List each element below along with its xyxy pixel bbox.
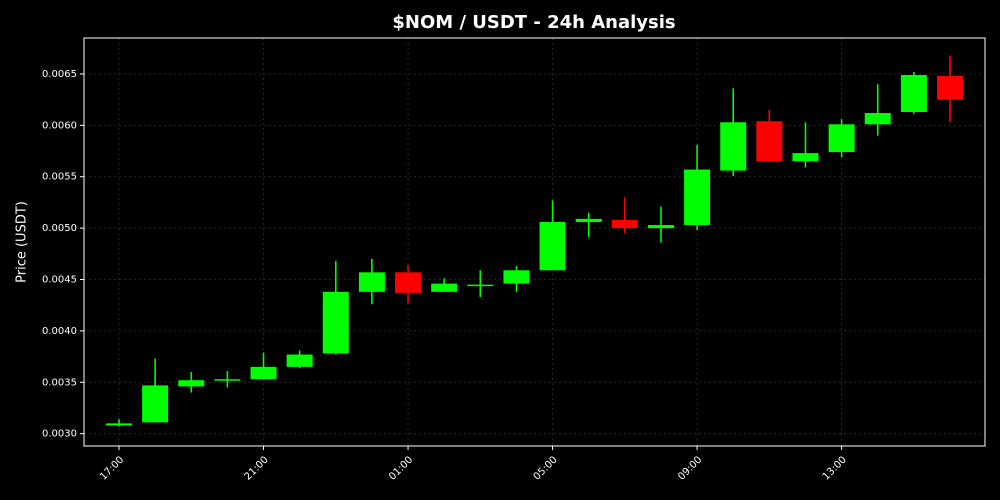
candle-body (322, 291, 349, 354)
y-tick-label: 0.0065 (42, 69, 77, 80)
candle-body (575, 218, 602, 222)
y-tick-label: 0.0060 (42, 120, 77, 131)
candle-body (828, 124, 855, 153)
candle-body (864, 113, 891, 125)
candle-body (937, 76, 963, 100)
y-tick-label: 0.0050 (42, 223, 77, 234)
candle-body (900, 74, 927, 112)
chart-title: $NOM / USDT - 24h Analysis (392, 12, 675, 33)
candle-body (286, 354, 313, 367)
candle-body (178, 380, 205, 387)
candle-body (792, 153, 819, 162)
y-axis-label: Price (USDT) (15, 201, 30, 283)
y-tick-label: 0.0040 (42, 326, 77, 337)
y-tick-label: 0.0030 (42, 429, 77, 440)
candle-body (431, 283, 458, 292)
y-tick-label: 0.0055 (42, 172, 77, 183)
candle-body (503, 270, 530, 284)
candle-body (214, 379, 241, 381)
candle-body (720, 122, 747, 171)
candle-body (467, 284, 494, 287)
candle-body (684, 169, 711, 226)
y-tick-label: 0.0045 (42, 275, 77, 286)
candle-body (142, 385, 169, 423)
plot-frame (83, 37, 986, 447)
candle-body (539, 221, 566, 271)
candle-body (756, 121, 783, 162)
candle-body (358, 272, 385, 292)
candle-body (106, 423, 132, 426)
candle-body (250, 366, 277, 380)
candle-body (395, 272, 422, 293)
candle-body (611, 219, 638, 229)
candle-body (647, 225, 674, 229)
y-tick-label: 0.0035 (42, 377, 77, 388)
